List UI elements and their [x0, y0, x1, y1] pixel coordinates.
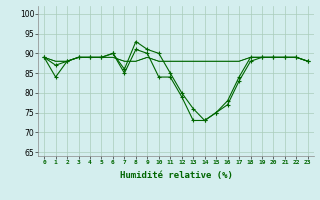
X-axis label: Humidité relative (%): Humidité relative (%) — [120, 171, 232, 180]
